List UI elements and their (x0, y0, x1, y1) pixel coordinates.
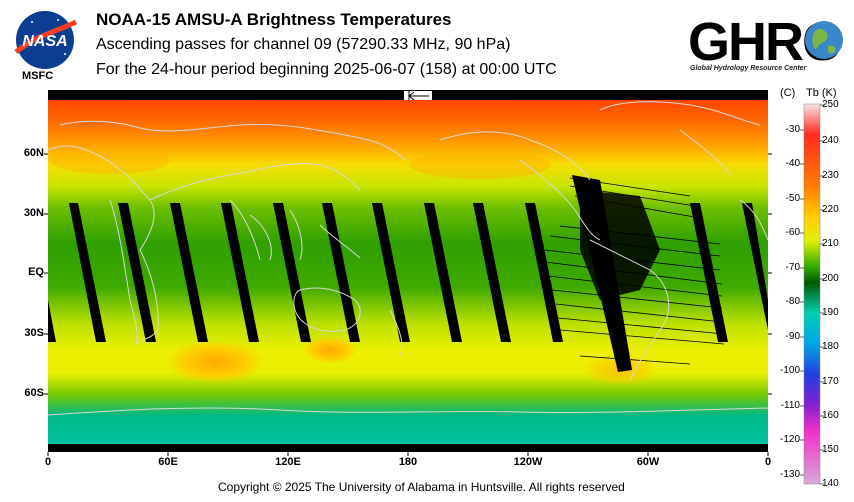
colorbar-kelvin-tick: 140 (822, 478, 839, 489)
colorbar-kelvin-tick: 190 (822, 307, 839, 318)
colorbar-celsius-tick: -90 (785, 331, 800, 342)
nasa-wordmark: NASA (22, 33, 67, 50)
nasa-logo: NASA (10, 8, 80, 84)
colorbar-kelvin-tick: 160 (822, 410, 839, 421)
colorbar-scale (803, 103, 821, 485)
lon-tick-60w: 60W (636, 456, 660, 468)
coastlines (48, 101, 768, 416)
colorbar-kelvin-tick: 180 (822, 341, 839, 352)
chart-subtitle-period: For the 24-hour period beginning 2025-06… (96, 61, 557, 78)
left-arrow-icon (404, 91, 432, 101)
map-bottom-bar (48, 444, 768, 452)
lat-tick-60n: 60N (23, 147, 44, 159)
colorbar-celsius-tick: -100 (779, 365, 800, 376)
colorbar-celsius-tick: -40 (785, 158, 800, 169)
colorbar-kelvin-header: Tb (K) (806, 87, 837, 99)
southern-warm-anomaly (165, 340, 265, 384)
colorbar-celsius-tick: -60 (785, 227, 800, 238)
colorbar-kelvin-tick: 170 (822, 376, 839, 387)
colorbar-celsius-header: (C) (780, 87, 796, 99)
chart-subtitle-channel: Ascending passes for channel 09 (57290.3… (96, 36, 511, 53)
southern-warm-anomaly (302, 336, 358, 364)
colorbar-celsius-tick: -120 (779, 434, 800, 445)
colorbar-kelvin-tick: 200 (822, 273, 839, 284)
colorbar-kelvin-tick: 220 (822, 204, 839, 215)
colorbar-kelvin-tick: 150 (822, 444, 839, 455)
nasa-center-tag: MSFC (22, 70, 54, 82)
colorbar-celsius-tick: -30 (785, 124, 800, 135)
copyright-notice: Copyright © 2025 The University of Alaba… (218, 480, 625, 494)
colorbar-ticks (800, 104, 824, 485)
axis-ticks (44, 153, 772, 456)
lon-tick-0-east: 0 (764, 456, 772, 468)
lat-tick-30n: 30N (23, 207, 44, 219)
colorbar-celsius-tick: -70 (785, 262, 800, 273)
colorbar-kelvin-tick: 230 (822, 170, 839, 181)
lon-tick-60e: 60E (158, 456, 178, 468)
colorbar-celsius-tick: -50 (785, 193, 800, 204)
colorbar-celsius-tick: -130 (779, 469, 800, 480)
lat-tick-60s: 60S (24, 387, 44, 399)
lon-tick-120e: 120E (275, 456, 301, 468)
colorbar-celsius-tick: -80 (785, 296, 800, 307)
lon-tick-0: 0 (44, 456, 52, 468)
lat-tick-eq: EQ (28, 266, 44, 278)
chart-title: NOAA-15 AMSU-A Brightness Temperatures (96, 10, 452, 29)
colorbar-kelvin-tick: 250 (822, 99, 839, 110)
ghrc-logo: GHRC (688, 10, 848, 78)
colorbar-kelvin-tick: 210 (822, 238, 839, 249)
lat-tick-30s: 30S (24, 327, 44, 339)
map-background (48, 93, 768, 452)
colorbar-celsius-tick: -110 (780, 400, 800, 411)
colorbar-kelvin-tick: 240 (822, 135, 839, 146)
lon-tick-120w: 120W (513, 456, 543, 468)
lon-tick-180: 180 (398, 456, 418, 468)
ghrc-tagline: Global Hydrology Resource Center (690, 65, 807, 72)
